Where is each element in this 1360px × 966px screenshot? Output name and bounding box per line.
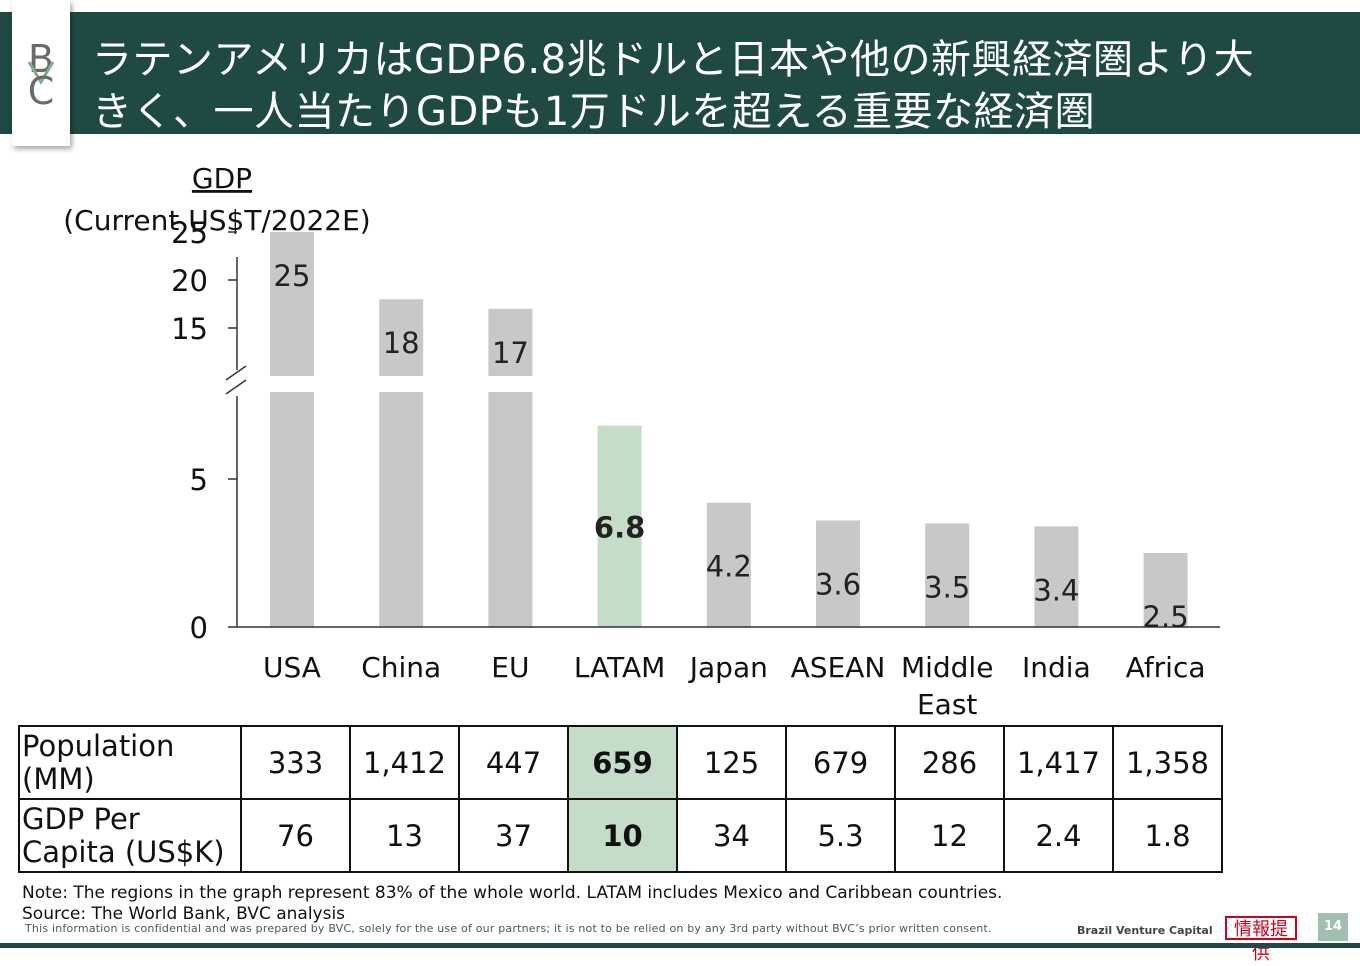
category-label-1: China: [361, 651, 441, 684]
data-label-1: 18: [383, 326, 420, 360]
gdp-bar-chart: GDP (Current US$T/2022E) 0 5 15 20 25 25 18 17…: [63, 162, 1220, 720]
category-label-0: USA: [263, 651, 321, 684]
table-cell: 679: [785, 725, 896, 800]
data-label-5: 3.6: [815, 567, 861, 601]
data-labels: 25 18 17 6.8 4.2 3.6 3.5 3.4 2.5: [274, 259, 1189, 634]
category-label-6-1: East: [917, 688, 977, 720]
data-label-2: 17: [492, 336, 529, 370]
data-label-4: 4.2: [706, 550, 752, 584]
bar-6: [925, 523, 970, 627]
category-label-2: EU: [491, 651, 529, 684]
table-cell: 447: [458, 725, 569, 800]
axis-break-mark-1: [225, 365, 247, 381]
row-header: GDP Per Capita (US$K): [18, 798, 242, 873]
bottom-bar: [0, 943, 1360, 948]
category-label-4: Japan: [688, 651, 768, 684]
page-title: ラテンアメリカはGDP6.8兆ドルと日本や他の新興経済圏より大 きく、一人当たり…: [92, 34, 1352, 138]
data-label-0: 25: [274, 259, 311, 293]
chart-subtitle: (Current US$T/2022E): [63, 204, 370, 237]
bar-1-upper: [379, 299, 424, 376]
confidential-notice: This information is confidential and was…: [25, 922, 992, 935]
table-cell: 10: [567, 798, 678, 873]
y-tick-label-0: 0: [190, 611, 208, 645]
bar-4: [706, 502, 751, 627]
y-tick-label-5: 5: [190, 463, 208, 497]
axis-break-mark-2: [225, 379, 247, 395]
category-label-3: LATAM: [574, 651, 665, 684]
table-cell: 12: [894, 798, 1005, 873]
table-cell: 13: [349, 798, 460, 873]
table-cell: 1.8: [1112, 798, 1223, 873]
table-row: GDP Per Capita (US$K) 76 13 37 10 34 5.3 12 2.4 1…: [18, 798, 1223, 873]
table-cell: 333: [240, 725, 351, 800]
logo-letter-c: C: [28, 69, 55, 113]
table-row: Population (MM) 333 1,412 447 659 125 679 286 1,…: [18, 725, 1223, 800]
table-cell: 34: [676, 798, 787, 873]
data-label-6: 3.5: [924, 570, 970, 604]
bar-7: [1034, 526, 1079, 627]
bar-8: [1143, 553, 1188, 627]
header-bar: ラテンアメリカはGDP6.8兆ドルと日本や他の新興経済圏より大 きく、一人当たり…: [0, 12, 1360, 135]
logo-letter-b: B: [28, 37, 54, 81]
y-axis: 0 5 15 20 25: [171, 216, 1220, 645]
bar-0-upper: [270, 232, 314, 376]
bvc-logo-icon: B C: [27, 37, 55, 113]
y-tick-label-20: 20: [171, 264, 208, 298]
bar-5: [816, 520, 860, 627]
category-label-6-0: Middle: [901, 651, 994, 684]
table-cell: 1,417: [1003, 725, 1114, 800]
logo-v-mark: [27, 61, 55, 85]
y-tick-label-25: 25: [171, 216, 208, 250]
table-cell: 1,412: [349, 725, 460, 800]
data-label-7: 3.4: [1033, 573, 1079, 607]
logo: B C: [12, 0, 70, 146]
category-labels: USA China EU LATAM Japan ASEAN Middle East India…: [263, 651, 1206, 720]
source-text: Source: The World Bank, BVC analysis: [22, 904, 346, 924]
note: Note: The regions in the graph represent…: [22, 883, 1002, 925]
category-label-7: India: [1022, 651, 1091, 684]
table-cell: 659: [567, 725, 678, 800]
note-text: Note: The regions in the graph represent…: [22, 883, 1003, 903]
bar-1-lower: [379, 392, 424, 627]
bar-0-lower: [270, 392, 314, 627]
y-tick-label-15: 15: [171, 312, 208, 346]
data-label-8: 2.5: [1143, 600, 1189, 634]
brand-name: Brazil Venture Capital: [1077, 924, 1213, 937]
data-table: Population (MM) 333 1,412 447 659 125 679 286 1,…: [18, 725, 1223, 873]
category-label-5: ASEAN: [791, 651, 886, 684]
page-number: 14: [1318, 913, 1348, 941]
bar-2-upper: [488, 308, 533, 376]
row-header: Population (MM): [18, 725, 242, 800]
title-line-1: ラテンアメリカはGDP6.8兆ドルと日本や他の新興経済圏より大: [92, 37, 1255, 83]
info-stamp: 情報提供: [1225, 916, 1297, 964]
title-line-2: きく、一人当たりGDPも1万ドルを超える重要な経済圏: [92, 89, 1096, 135]
table-cell: 125: [676, 725, 787, 800]
data-label-3: 6.8: [594, 511, 645, 545]
bar-3: [597, 425, 642, 627]
table-cell: 1,358: [1112, 725, 1223, 800]
table-cell: 2.4: [1003, 798, 1114, 873]
table-cell: 5.3: [785, 798, 896, 873]
table-cell: 76: [240, 798, 351, 873]
chart-title: GDP: [192, 162, 252, 195]
bars: [270, 232, 1188, 627]
bar-2-lower: [488, 392, 533, 627]
table-cell: 37: [458, 798, 569, 873]
table-cell: 286: [894, 725, 1005, 800]
category-label-8: Africa: [1126, 651, 1206, 684]
